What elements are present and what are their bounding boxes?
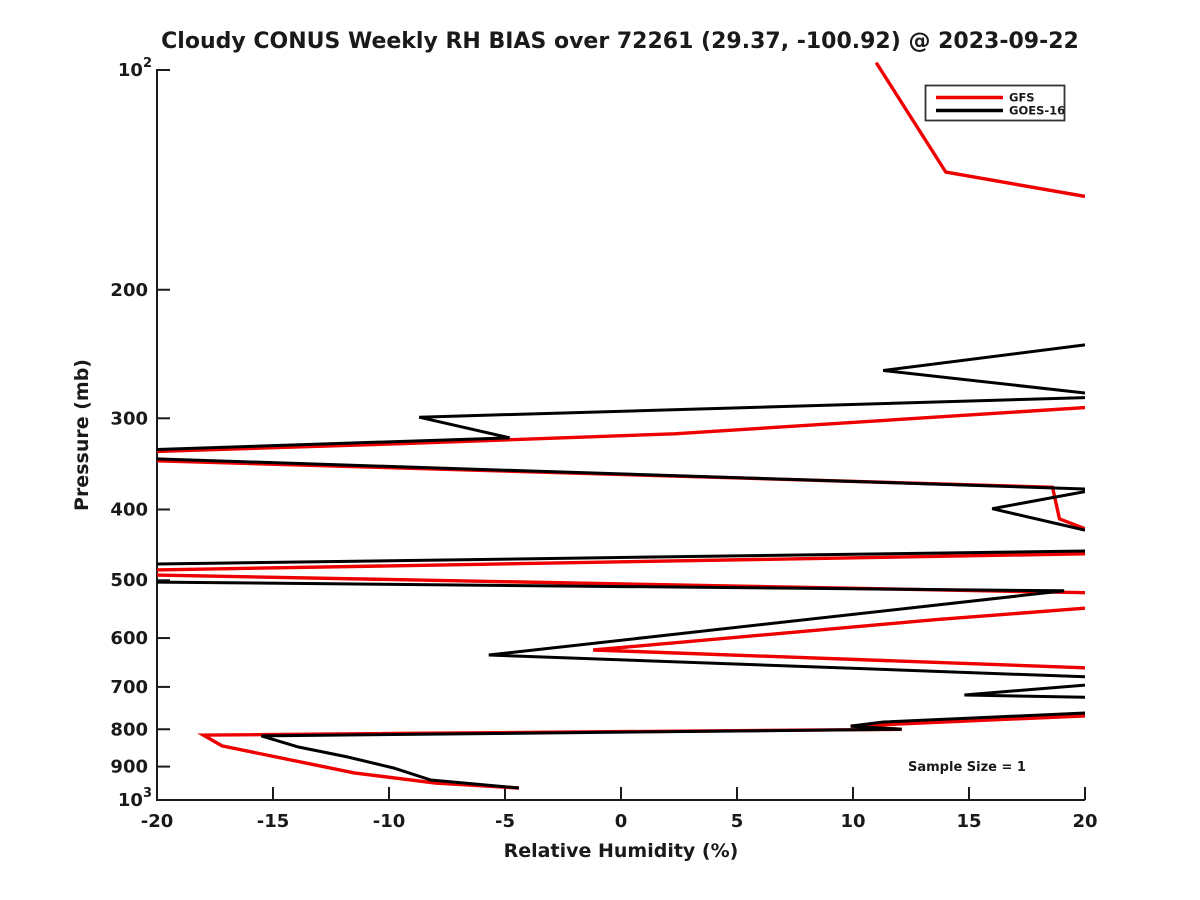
series-gfs-line bbox=[197, 714, 1085, 790]
y-tick-label: 900 bbox=[110, 757, 148, 778]
x-tick-label: -10 bbox=[373, 811, 406, 832]
series-gfs-line bbox=[157, 552, 1085, 572]
x-tick-label: -20 bbox=[141, 811, 174, 832]
x-tick-label: -5 bbox=[495, 811, 515, 832]
x-tick-label: 10 bbox=[840, 811, 865, 832]
y-tick-label: 103 bbox=[118, 786, 152, 811]
y-tick-label: 500 bbox=[110, 570, 148, 591]
y-tick-label: 200 bbox=[110, 280, 148, 301]
y-tick-label: 102 bbox=[118, 56, 152, 81]
x-tick-label: 20 bbox=[1072, 811, 1097, 832]
y-tick-label: 700 bbox=[110, 677, 148, 698]
y-tick-label: 600 bbox=[110, 628, 148, 649]
y-tick-label: 400 bbox=[110, 500, 148, 521]
x-tick-label: 5 bbox=[731, 811, 744, 832]
data-series-layer bbox=[157, 61, 1085, 790]
y-tick-label: 800 bbox=[110, 719, 148, 740]
series-goes-16-line bbox=[964, 683, 1085, 699]
series-goes-16-line bbox=[991, 490, 1085, 532]
series-goes-16-line bbox=[157, 580, 1085, 679]
series-gfs-line bbox=[874, 61, 1085, 199]
series-goes-16-line bbox=[157, 549, 1085, 566]
series-goes-16-line bbox=[157, 396, 1085, 451]
legend-box bbox=[924, 84, 1066, 122]
x-tick-label: 0 bbox=[615, 811, 628, 832]
series-goes-16-line bbox=[260, 711, 1085, 790]
legend-label-gfs: GFS bbox=[1009, 91, 1035, 105]
axes: -20 -15 -10 -5 0 5 10 15 20 102 200 300 400 500 600 700… bbox=[110, 56, 1097, 832]
sample-size-annotation: Sample Size = 1 bbox=[908, 760, 1026, 775]
series-gfs-line bbox=[593, 606, 1085, 670]
series-goes-16-line bbox=[157, 457, 1085, 491]
x-tick-label: 15 bbox=[956, 811, 981, 832]
x-tick-label: -15 bbox=[257, 811, 290, 832]
series-gfs-line bbox=[157, 459, 1085, 531]
x-axis-label: Relative Humidity (%) bbox=[504, 840, 739, 862]
y-tick-label: 300 bbox=[110, 408, 148, 429]
series-gfs-line bbox=[157, 405, 1085, 454]
chart-title: Cloudy CONUS Weekly RH BIAS over 72261 (… bbox=[161, 29, 1079, 54]
series-goes-16-line bbox=[883, 343, 1085, 395]
legend: GFS GOES-16 bbox=[924, 84, 1066, 122]
y-axis-label: Pressure (mb) bbox=[71, 359, 93, 511]
legend-label-goes16: GOES-16 bbox=[1009, 104, 1065, 118]
